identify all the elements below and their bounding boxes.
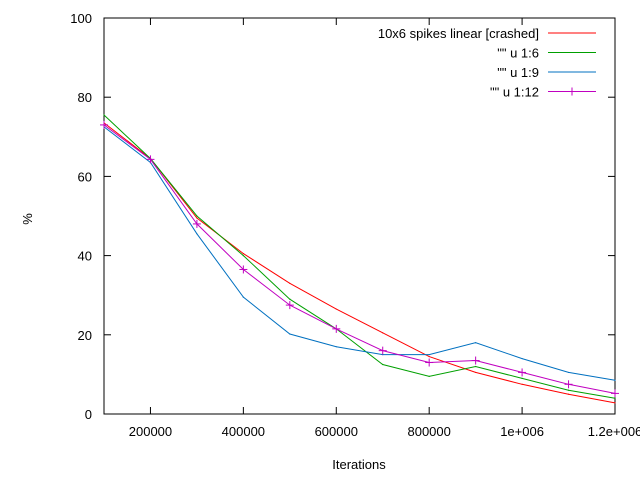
series-2-point bbox=[103, 114, 105, 116]
series-4-point bbox=[564, 380, 573, 389]
y-tick-label: 40 bbox=[78, 249, 92, 264]
plot-frame bbox=[103, 17, 616, 415]
x-tick-label: 400000 bbox=[222, 424, 265, 439]
series-4-point bbox=[192, 219, 201, 228]
series-3-point bbox=[475, 342, 477, 344]
legend-item-1: 10x6 spikes linear [crashed] bbox=[378, 26, 596, 41]
y-tick-label: 80 bbox=[78, 90, 92, 105]
series-1-point bbox=[242, 253, 244, 255]
series-1-point bbox=[521, 383, 523, 385]
x-tick-label: 600000 bbox=[315, 424, 358, 439]
series-3-point bbox=[521, 357, 523, 360]
series-line-2 bbox=[103, 114, 616, 399]
series-2-point bbox=[428, 375, 430, 377]
series-1-point bbox=[614, 402, 616, 404]
legend-label: "" u 1:12 bbox=[490, 85, 539, 100]
series-4-point bbox=[146, 155, 155, 164]
series-3-point bbox=[614, 379, 616, 381]
series-4-point bbox=[518, 368, 527, 377]
series-1-point bbox=[428, 355, 430, 358]
x-tick-label: 1e+006 bbox=[500, 424, 544, 439]
series-2-point bbox=[521, 377, 523, 379]
series-3-point bbox=[196, 233, 198, 235]
legend-label: "" u 1:9 bbox=[497, 65, 539, 80]
legend-item-4: "" u 1:12 bbox=[490, 85, 596, 100]
series-1-point bbox=[567, 393, 570, 395]
series-4-point bbox=[332, 324, 341, 333]
series-4-point bbox=[471, 356, 480, 365]
series-2-point bbox=[242, 255, 244, 257]
series-4-point bbox=[425, 358, 434, 367]
series-2-point bbox=[475, 365, 477, 368]
series-1-point bbox=[289, 282, 291, 284]
series-2-point bbox=[382, 363, 384, 366]
y-tick-label: 0 bbox=[85, 407, 92, 422]
legend-item-2: "" u 1:6 bbox=[497, 46, 596, 61]
series-2-point bbox=[196, 215, 198, 217]
series-3-point bbox=[289, 333, 291, 335]
series-line-1 bbox=[103, 122, 616, 404]
series-4-point bbox=[285, 301, 294, 310]
series-1-point bbox=[475, 371, 477, 374]
series-1-point bbox=[196, 217, 198, 219]
series-line-4 bbox=[103, 124, 616, 394]
series-4-point bbox=[239, 265, 248, 274]
y-tick-label: 100 bbox=[70, 11, 92, 26]
legend-label: 10x6 spikes linear [crashed] bbox=[378, 26, 539, 41]
legend-label: "" u 1:6 bbox=[497, 46, 539, 61]
series-3-point bbox=[567, 371, 570, 374]
x-tick-label: 200000 bbox=[129, 424, 172, 439]
series-3-point bbox=[428, 354, 430, 356]
series-line-3 bbox=[103, 126, 616, 381]
series-2-point bbox=[289, 298, 291, 300]
series-1-point bbox=[335, 308, 337, 310]
x-axis-label: Iterations bbox=[332, 457, 386, 472]
series-3-point bbox=[242, 296, 244, 298]
series-4-point bbox=[378, 346, 387, 355]
y-tick-label: 60 bbox=[78, 169, 92, 184]
series-3-point bbox=[335, 346, 337, 348]
x-tick-label: 800000 bbox=[407, 424, 450, 439]
y-tick-label: 20 bbox=[78, 328, 92, 343]
series-4-point bbox=[611, 389, 619, 398]
legend-item-3: "" u 1:9 bbox=[497, 65, 596, 80]
x-tick-label: 1.2e+006 bbox=[588, 424, 640, 439]
series-2-point bbox=[567, 389, 570, 391]
series-2-point bbox=[614, 397, 616, 399]
y-axis-label: % bbox=[20, 213, 35, 225]
series-4-point bbox=[100, 120, 108, 129]
series-1-point bbox=[382, 332, 384, 334]
